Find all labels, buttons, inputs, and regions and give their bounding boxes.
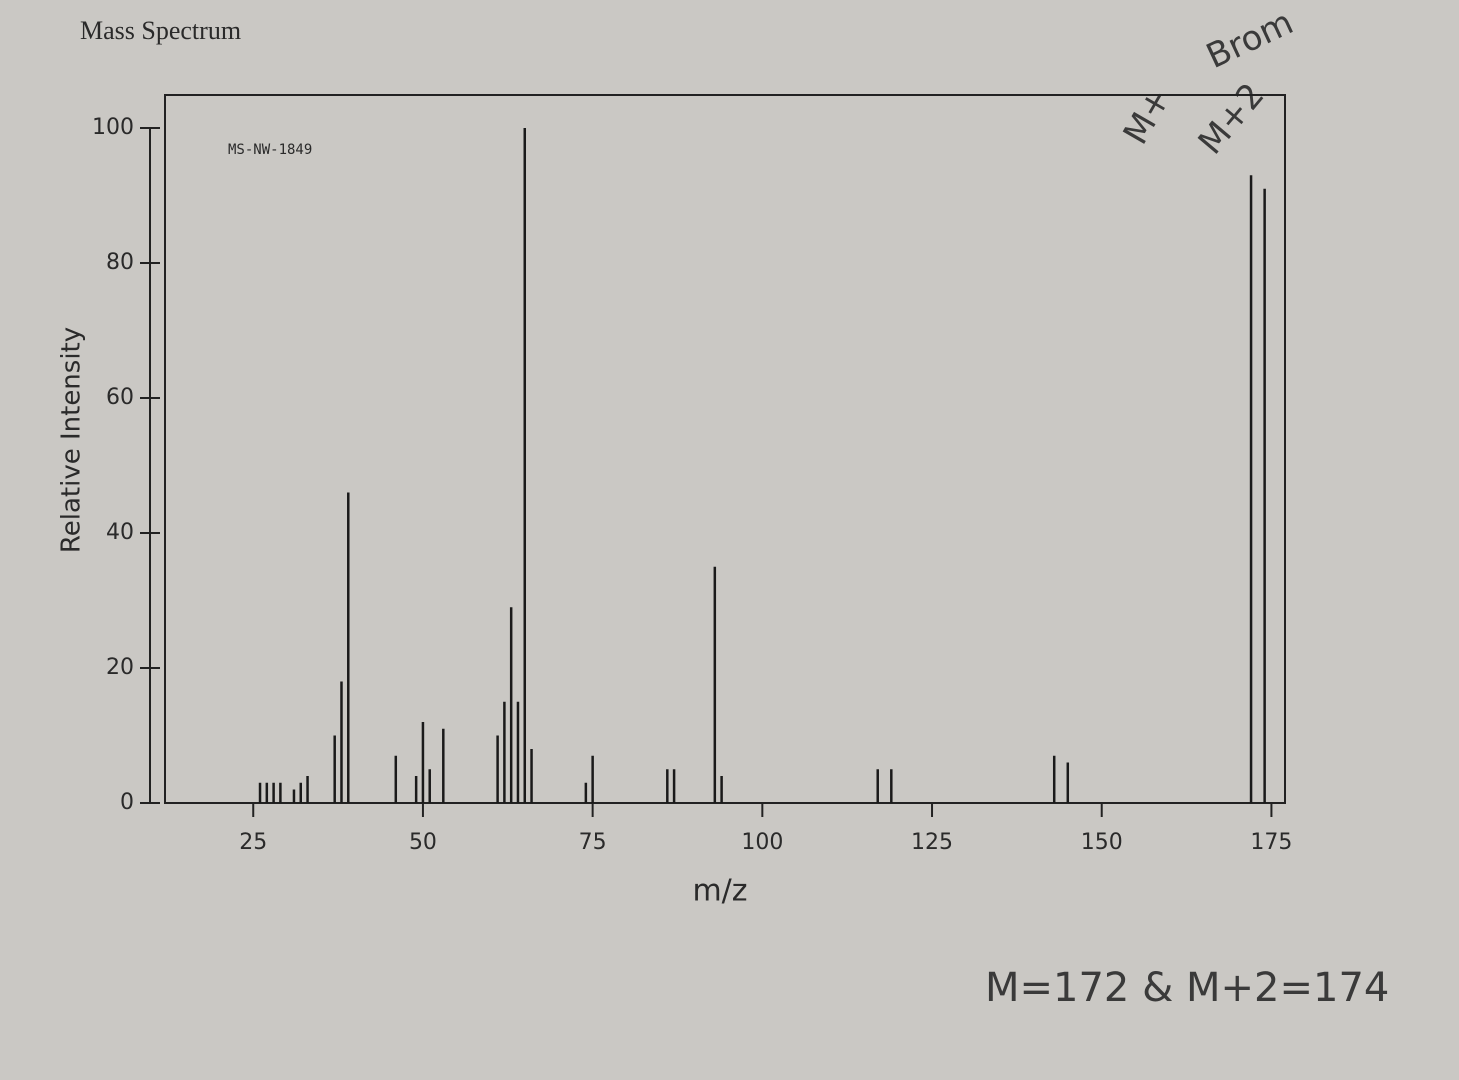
x-axis-label: m/z (692, 874, 747, 909)
y-tick-label: 80 (106, 250, 134, 275)
y-tick-label: 60 (106, 385, 134, 410)
y-tick-label: 40 (106, 520, 134, 545)
x-tick-label: 175 (1250, 830, 1292, 855)
y-axis-label: Relative Intensity (57, 327, 87, 553)
y-tick-label: 0 (120, 790, 134, 815)
x-tick-label: 50 (409, 830, 437, 855)
chart-title: Mass Spectrum (80, 16, 241, 45)
y-tick-label: 100 (92, 115, 134, 140)
x-tick-label: 75 (579, 830, 607, 855)
x-tick-label: 25 (239, 830, 267, 855)
spectrum-id: MS-NW-1849 (228, 142, 312, 158)
x-tick-label: 100 (741, 830, 783, 855)
x-tick-label: 125 (911, 830, 953, 855)
x-tick-label: 150 (1081, 830, 1123, 855)
annotation-mass: M=172 & M+2=174 (985, 965, 1389, 1011)
y-tick-label: 20 (106, 655, 134, 680)
